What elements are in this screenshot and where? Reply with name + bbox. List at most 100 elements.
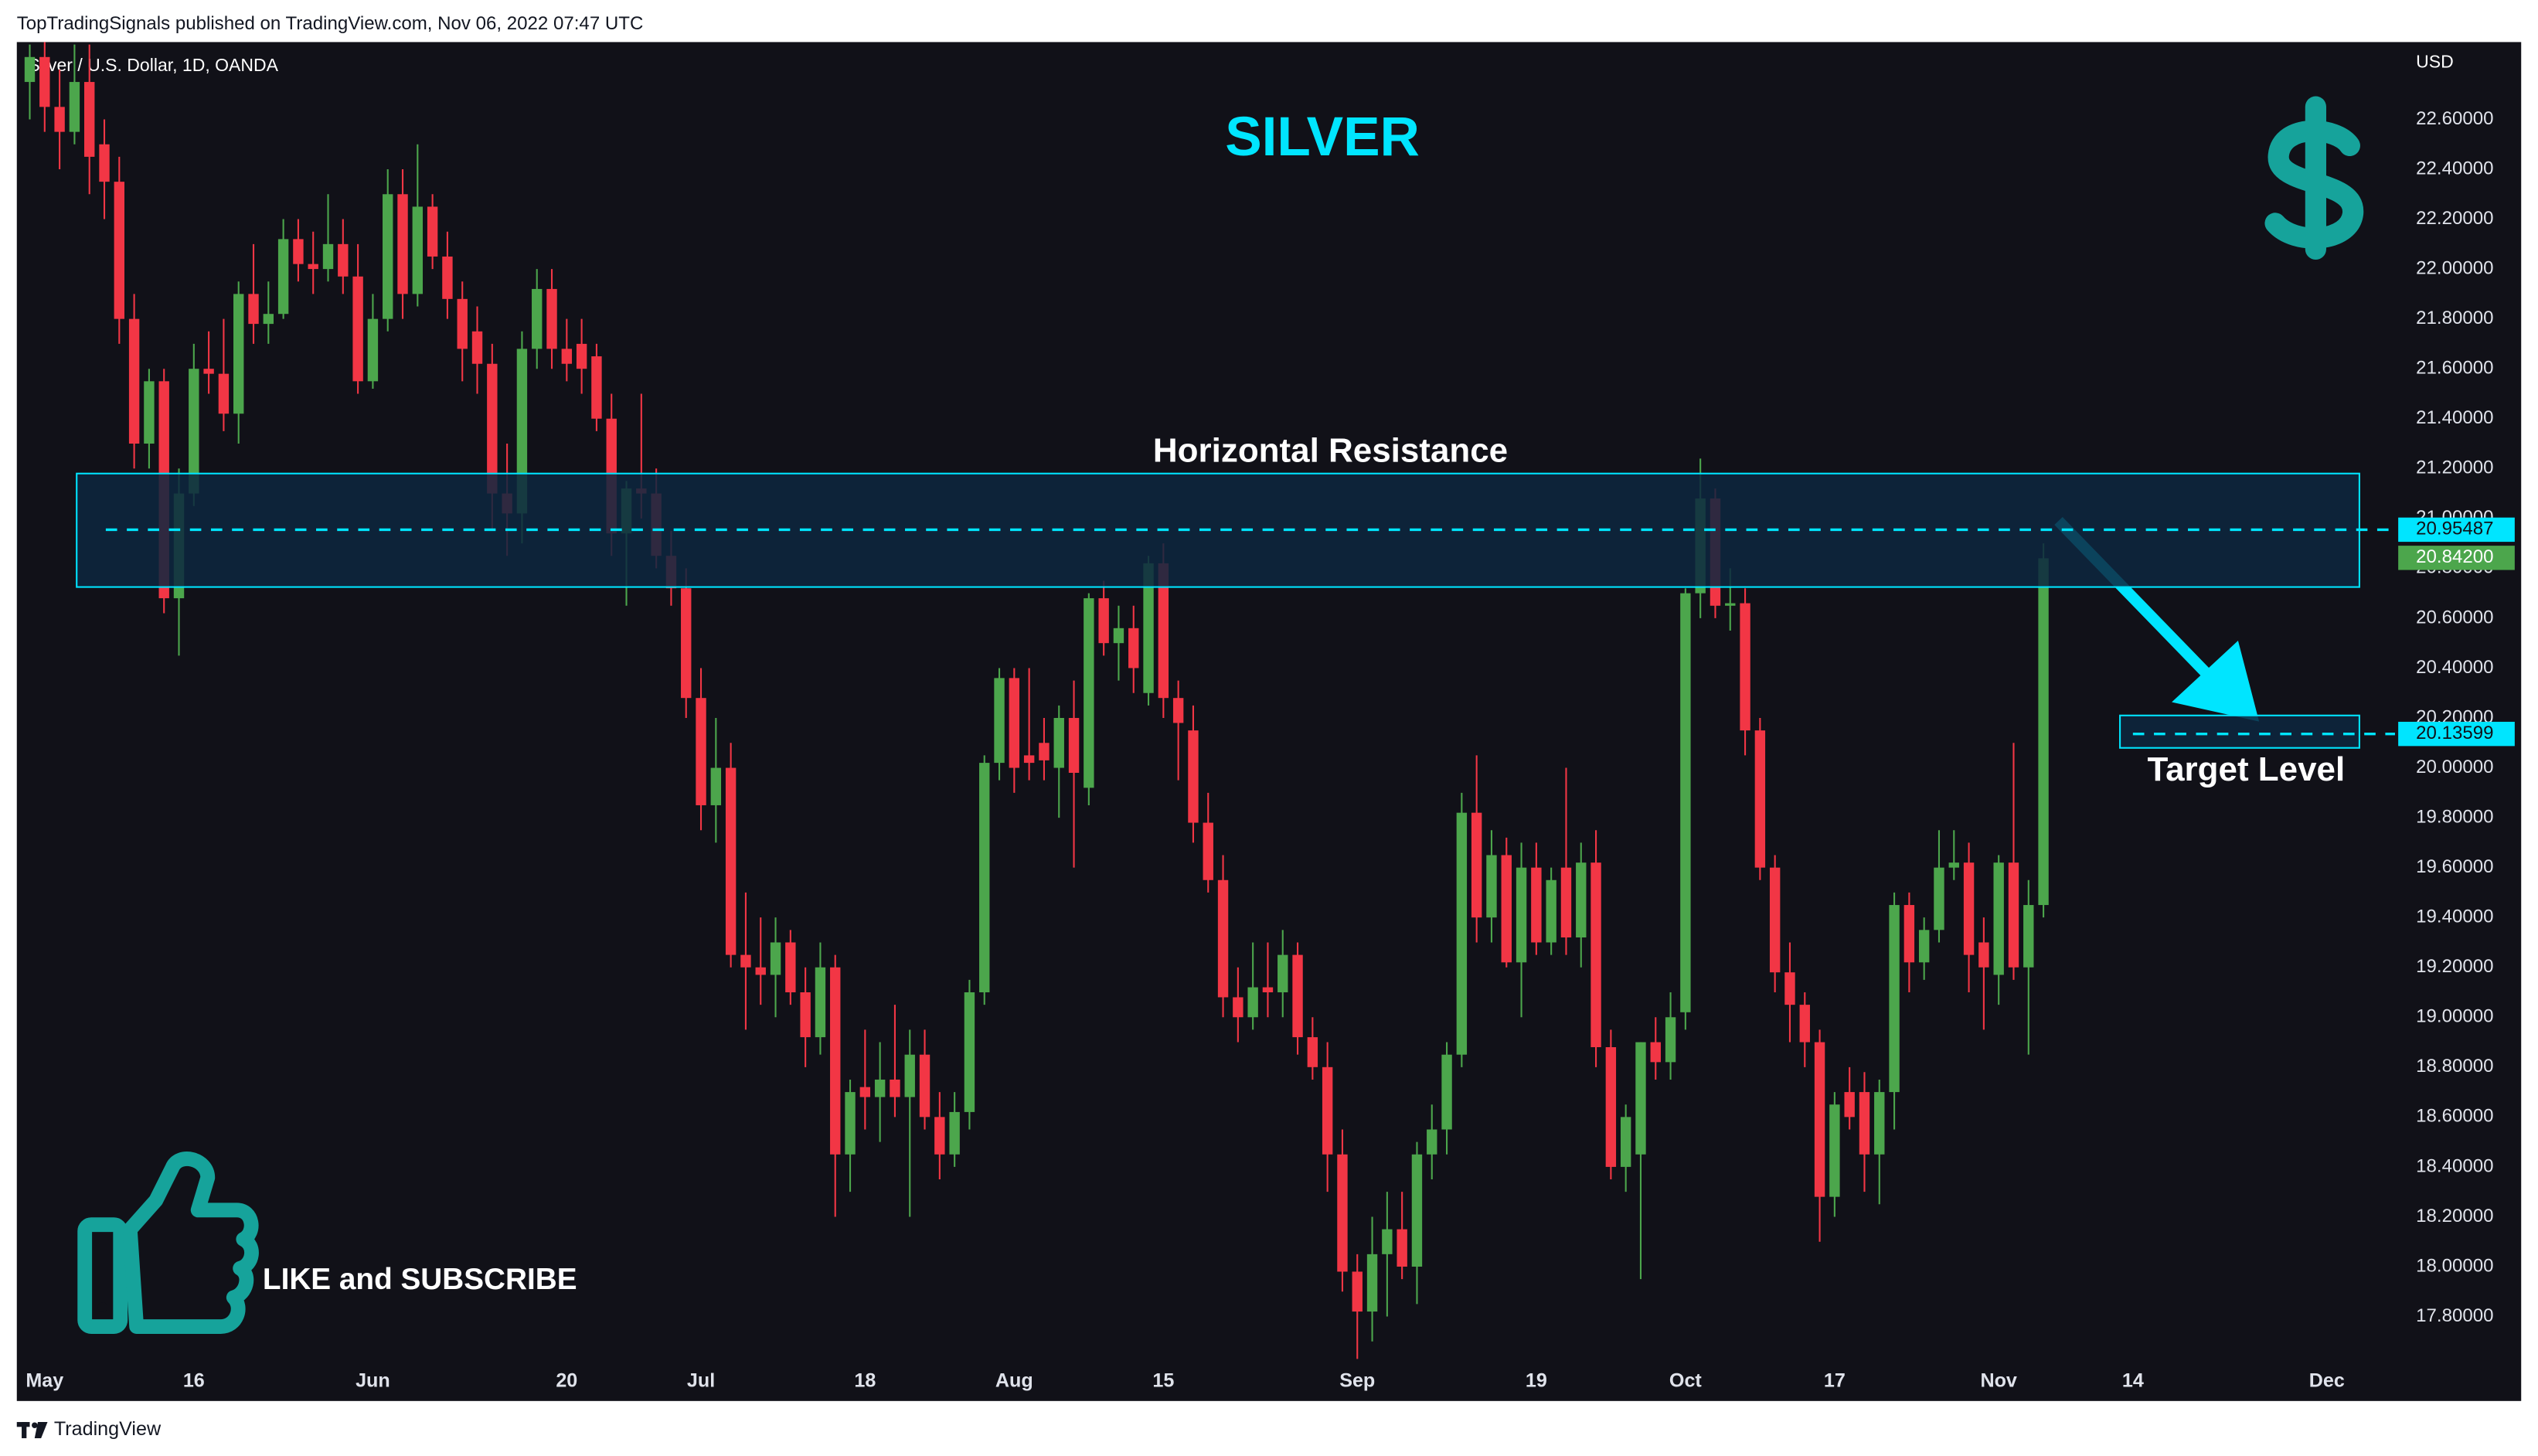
y-tick-label: 21.40000 <box>2416 407 2493 428</box>
symbol: Silver / U.S. Dollar, 1D, OANDA <box>28 55 278 75</box>
candle-body <box>1635 1042 1646 1155</box>
candle-body <box>949 1111 960 1155</box>
y-tick-label: 18.40000 <box>2416 1155 2493 1176</box>
y-tick-label: 22.20000 <box>2416 208 2493 229</box>
candle-body <box>1576 862 1587 937</box>
candle-body <box>1680 593 1691 1012</box>
y-tick-label: 20.00000 <box>2416 757 2493 777</box>
candle-body <box>934 1117 945 1155</box>
call-to-action: LIKE and SUBSCRIBE <box>263 1263 577 1296</box>
candle-body <box>1233 997 1243 1018</box>
y-tick-label: 19.40000 <box>2416 907 2493 927</box>
candle-body <box>54 107 65 132</box>
candle-body <box>1158 563 1169 699</box>
candle-body <box>1814 1042 1825 1197</box>
candle-body <box>233 294 244 414</box>
target-label: Target Level <box>2148 750 2346 788</box>
x-tick-label: May <box>26 1369 63 1391</box>
candle-body <box>69 82 80 132</box>
candle-body <box>1799 1005 1810 1043</box>
target-price-label-box <box>2398 721 2515 747</box>
y-tick-label: 22.60000 <box>2416 108 2493 129</box>
candle-body <box>2038 558 2049 906</box>
y-tick-label: 20.60000 <box>2416 607 2493 628</box>
candle-body <box>770 942 781 975</box>
footer-logo <box>16 1422 48 1438</box>
candle-body <box>39 56 50 107</box>
y-tick-label: 22.00000 <box>2416 257 2493 278</box>
candle-body <box>1084 598 1094 788</box>
y-tick-label: 19.80000 <box>2416 806 2493 827</box>
candle-body <box>1143 563 1154 693</box>
candle-body <box>277 239 289 315</box>
y-tick-label: 17.80000 <box>2416 1305 2493 1326</box>
resistance-label: Horizontal Resistance <box>1153 432 1508 470</box>
candle-body <box>383 194 393 319</box>
candle-body <box>1068 718 1080 774</box>
candle-body <box>845 1092 856 1155</box>
candle-body <box>532 288 543 349</box>
target-price-label: 20.13599 <box>2416 723 2493 743</box>
candle-body <box>964 992 975 1112</box>
candle-body <box>785 942 796 992</box>
resistance-zone <box>76 472 2360 588</box>
candle-body <box>367 318 379 382</box>
candle-body <box>457 298 468 349</box>
x-tick-label: 18 <box>854 1369 876 1391</box>
x-tick-label: 15 <box>1152 1369 1174 1391</box>
x-tick-label: Sep <box>1339 1369 1375 1391</box>
candle-body <box>128 318 140 444</box>
candle-body <box>1650 1042 1661 1063</box>
candle-body <box>218 373 230 414</box>
candle-body <box>1591 862 1601 1047</box>
x-tick-label: Jul <box>687 1369 715 1391</box>
candle-body <box>1441 1054 1452 1130</box>
candle-body <box>263 314 274 325</box>
candle-body <box>338 243 349 277</box>
candle-body <box>1337 1154 1348 1272</box>
last-price-label: 20.84200 <box>2416 546 2493 567</box>
x-tick-label: 17 <box>1824 1369 1846 1391</box>
candle-body <box>1188 730 1199 823</box>
candle-body <box>1292 954 1303 1038</box>
candle-body <box>1307 1037 1318 1067</box>
last-price-label-box <box>2398 546 2515 570</box>
candle-body <box>1486 855 1497 918</box>
x-tick-label: Jun <box>356 1369 390 1391</box>
x-tick-label: Oct <box>1669 1369 1702 1391</box>
candle-body <box>815 967 826 1038</box>
candle-body <box>293 239 304 264</box>
candle-body <box>471 331 483 364</box>
candle-body <box>1397 1229 1407 1267</box>
candle-body <box>397 194 408 294</box>
candle-body <box>576 343 587 369</box>
candle-body <box>591 356 602 419</box>
candle-body <box>859 1087 871 1097</box>
candle-body <box>1023 755 1035 764</box>
candle-body <box>1262 987 1274 992</box>
candle-body <box>322 243 334 270</box>
candle-body <box>1366 1254 1378 1312</box>
candle-body <box>1113 628 1124 644</box>
y-tick-label: 18.80000 <box>2416 1056 2493 1077</box>
candle-body <box>1352 1271 1363 1312</box>
y-tick-label: 21.80000 <box>2416 308 2493 328</box>
candle-body <box>546 288 557 349</box>
candle-body <box>1382 1229 1393 1254</box>
x-tick-label: 14 <box>2122 1369 2144 1391</box>
candle-body <box>442 256 453 299</box>
candle-body <box>1172 698 1184 723</box>
candle-body <box>99 144 110 182</box>
candle-body <box>1456 812 1468 1055</box>
candle-body <box>84 82 95 157</box>
candle-body <box>696 698 706 805</box>
candle-body <box>1605 1046 1617 1167</box>
candle-body <box>1501 855 1512 963</box>
candle-body <box>516 349 528 514</box>
chart-title: SILVER <box>1225 107 1420 168</box>
x-tick-label: Aug <box>995 1369 1033 1391</box>
candle-body <box>2008 862 2019 968</box>
y-tick-label: 18.20000 <box>2416 1206 2493 1226</box>
candle-body <box>1844 1092 1855 1118</box>
